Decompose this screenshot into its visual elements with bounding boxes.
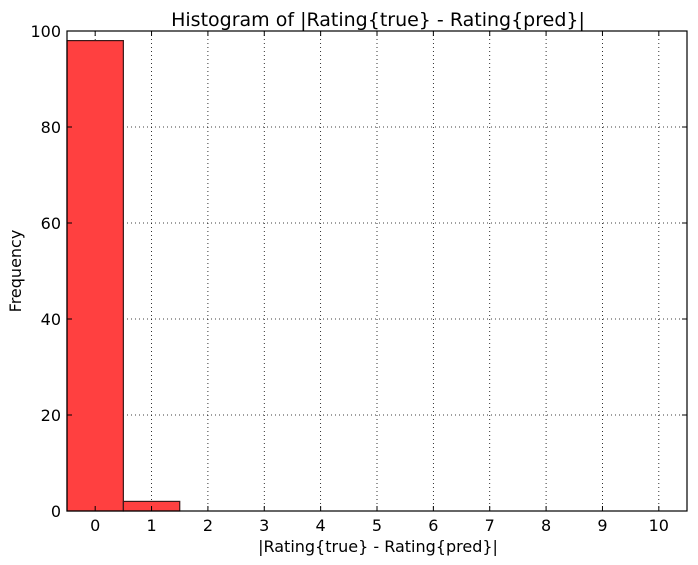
x-tick-label: 6 bbox=[428, 516, 438, 535]
x-tick-label: 4 bbox=[316, 516, 326, 535]
x-tick-label: 7 bbox=[485, 516, 495, 535]
y-tick-label: 0 bbox=[51, 502, 61, 521]
y-tick-label: 100 bbox=[30, 22, 61, 41]
x-tick-label: 0 bbox=[90, 516, 100, 535]
y-tick-label: 60 bbox=[41, 214, 61, 233]
y-tick-label: 40 bbox=[41, 310, 61, 329]
histogram-bar bbox=[66, 39, 124, 512]
axis-ticks bbox=[67, 30, 687, 512]
x-tick-label: 2 bbox=[203, 516, 213, 535]
chart-title: Histogram of |Rating{true} - Rating{pred… bbox=[171, 9, 585, 31]
x-tick-label: 8 bbox=[541, 516, 551, 535]
y-axis-label: Frequency bbox=[6, 230, 25, 313]
y-tick-label: 20 bbox=[41, 406, 61, 425]
x-tick-label: 10 bbox=[649, 516, 669, 535]
x-axis-tick-labels: 0 1 2 3 4 5 6 7 8 9 10 bbox=[90, 516, 669, 535]
y-axis-tick-labels: 0 20 40 60 80 100 bbox=[30, 22, 61, 521]
x-tick-label: 5 bbox=[372, 516, 382, 535]
x-axis-label: |Rating{true} - Rating{pred}| bbox=[258, 537, 498, 556]
x-tick-label: 3 bbox=[259, 516, 269, 535]
y-tick-label: 80 bbox=[41, 118, 61, 137]
grid-lines bbox=[67, 30, 687, 512]
x-tick-label: 1 bbox=[146, 516, 156, 535]
x-tick-label: 9 bbox=[597, 516, 607, 535]
